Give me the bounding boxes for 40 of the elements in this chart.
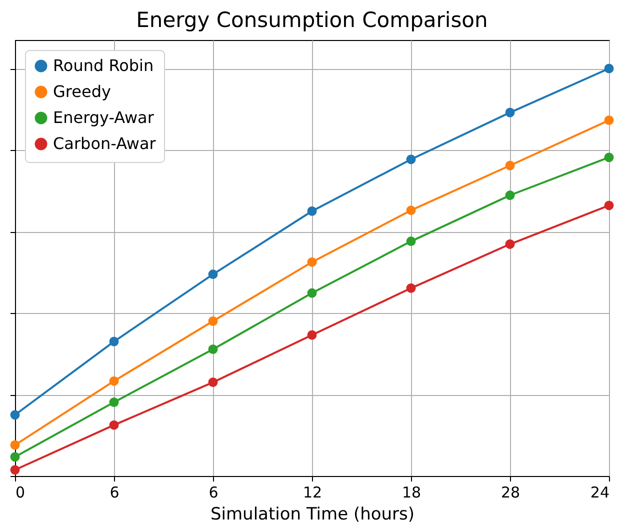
point	[109, 376, 119, 386]
x-tick-label: 12	[302, 484, 322, 502]
point	[505, 160, 515, 170]
point	[604, 200, 614, 210]
point	[307, 330, 317, 340]
point	[10, 452, 20, 462]
x-tick-label: 28	[500, 484, 520, 502]
x-tick-label: 6	[208, 484, 218, 502]
point	[109, 336, 119, 346]
point	[604, 152, 614, 162]
x-tick-label: 18	[402, 484, 422, 502]
x-axis-title: Simulation Time (hours)	[210, 504, 415, 524]
point	[604, 116, 614, 126]
legend-label: Greedy	[53, 82, 111, 101]
legend-label: Carbon-Awar	[53, 134, 156, 153]
point	[505, 190, 515, 200]
point	[406, 154, 416, 164]
legend-label: Energy-Awar	[53, 108, 154, 127]
point	[208, 344, 218, 354]
point	[604, 64, 614, 74]
point	[208, 378, 218, 388]
point	[406, 236, 416, 246]
point	[505, 108, 515, 118]
point	[10, 440, 20, 450]
chart-title: Energy Consumption Comparison	[136, 8, 488, 32]
point	[109, 398, 119, 407]
point	[109, 420, 119, 430]
x-tick-label: 24	[590, 484, 610, 502]
point	[406, 206, 416, 216]
point	[208, 270, 218, 280]
point	[505, 239, 515, 249]
point	[208, 316, 218, 326]
x-tick-label: 6	[110, 484, 120, 502]
point	[307, 206, 317, 216]
x-tick-label: 0	[16, 484, 26, 502]
point	[406, 283, 416, 293]
point	[307, 257, 317, 267]
point	[307, 288, 317, 298]
point	[10, 410, 20, 420]
legend-label: Round Robin	[53, 56, 154, 75]
